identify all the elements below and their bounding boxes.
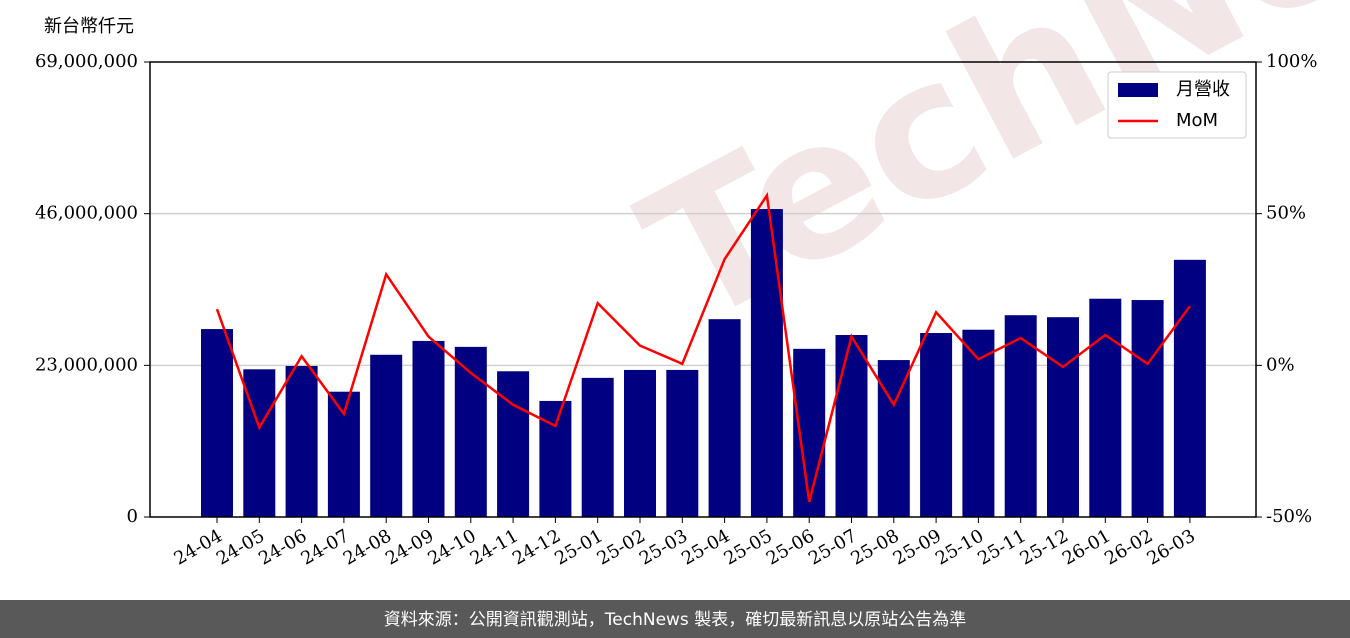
y-tick-label: 0 <box>127 506 138 527</box>
bar <box>497 371 530 517</box>
bar <box>793 348 826 517</box>
legend-label: 月營收 <box>1176 79 1230 100</box>
bar <box>1047 317 1079 517</box>
watermark: TechNews <box>611 0 1350 368</box>
legend-label: MoM <box>1176 110 1218 131</box>
bar <box>285 365 318 517</box>
bar <box>835 335 868 517</box>
bar <box>666 369 699 517</box>
bar <box>243 369 276 517</box>
bar <box>877 360 910 517</box>
bar <box>750 209 783 517</box>
y2-tick-label: -50% <box>1266 506 1312 527</box>
bar <box>370 354 403 517</box>
bar <box>1089 298 1122 517</box>
legend-swatch <box>1118 83 1158 97</box>
footer: 資料來源：公開資訊觀測站，TechNews 製表，確切最新訊息以原站公告為準 <box>384 610 966 630</box>
y-tick-label: 69,000,000 <box>35 51 138 72</box>
bar <box>1173 259 1206 517</box>
x-tick-label: 26-03 <box>1143 525 1198 569</box>
bar <box>1131 300 1164 517</box>
bar <box>539 400 572 517</box>
bar <box>708 319 741 517</box>
y-axis-label: 新台幣仟元 <box>44 16 134 37</box>
bar <box>581 377 614 517</box>
y2-tick-label: 50% <box>1266 203 1306 224</box>
footer-band <box>0 600 1350 638</box>
y-tick-label: 46,000,000 <box>35 203 138 224</box>
bar <box>201 329 233 517</box>
bar <box>412 340 445 517</box>
y2-tick-label: 100% <box>1266 51 1317 72</box>
bar <box>920 333 953 517</box>
y-tick-label: 23,000,000 <box>35 354 138 375</box>
y2-tick-label: 0% <box>1266 354 1295 375</box>
bar <box>962 329 995 517</box>
bar <box>454 346 487 517</box>
plot-frame <box>149 61 1257 518</box>
bar <box>624 369 656 517</box>
bar <box>1004 315 1037 517</box>
line <box>215 192 1191 503</box>
